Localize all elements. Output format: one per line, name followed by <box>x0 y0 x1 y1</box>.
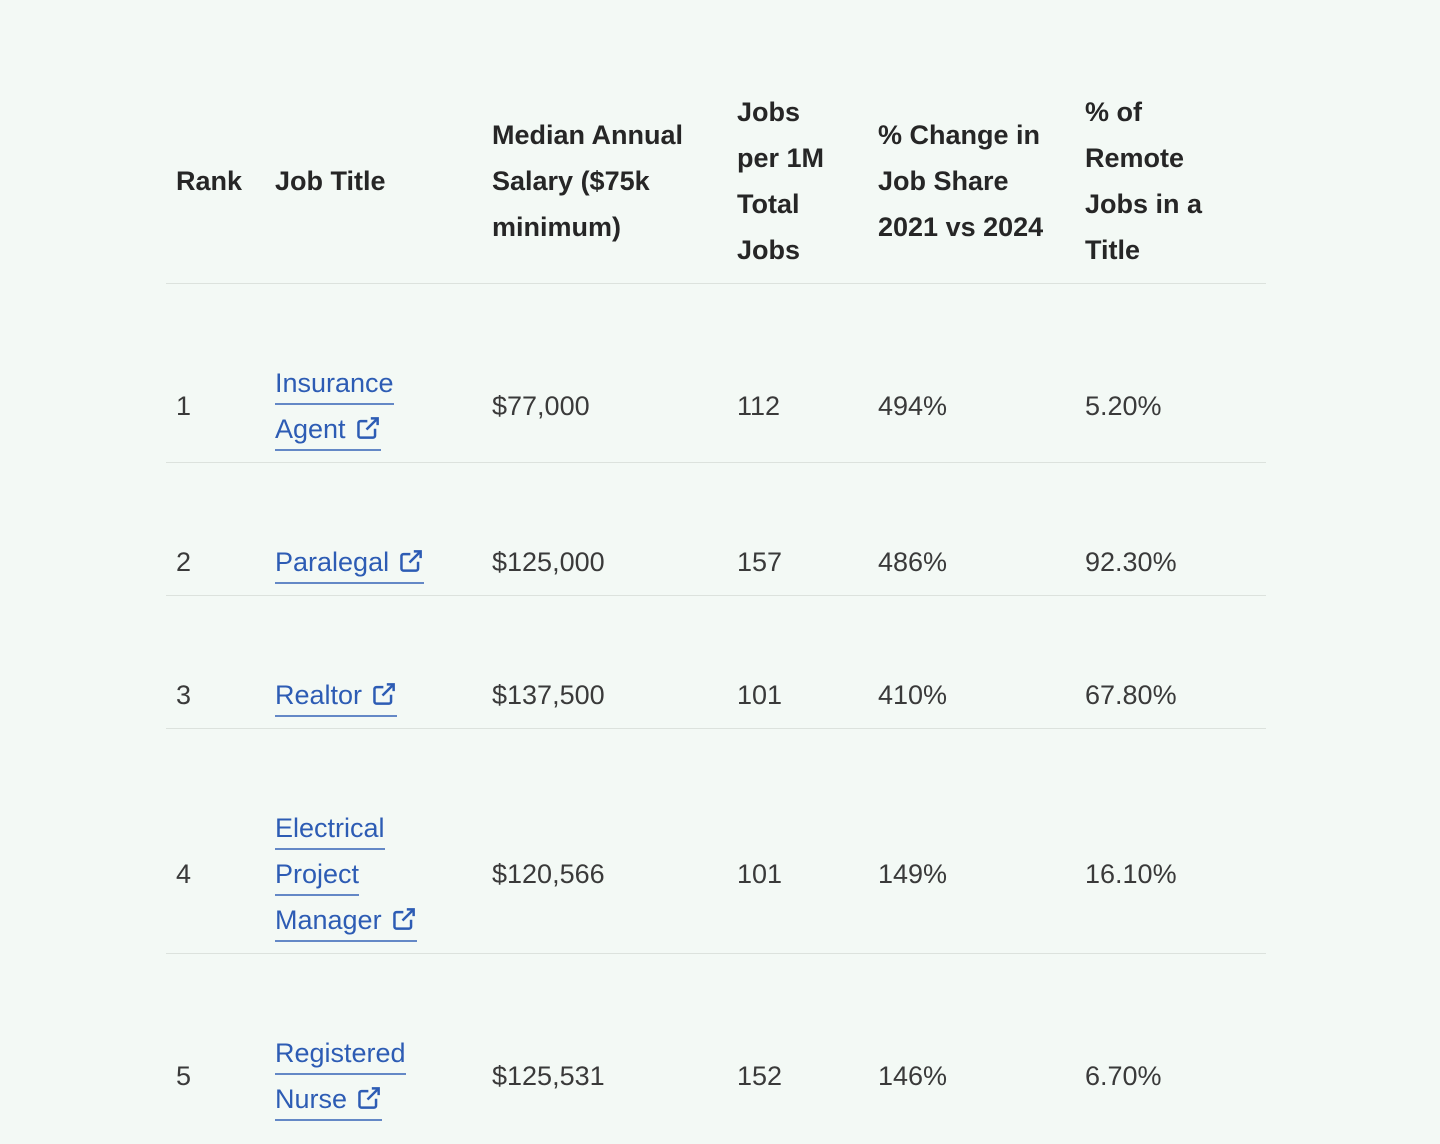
column-header-jobs-per-1m: Jobs per 1M Total Jobs <box>737 0 878 284</box>
jobs-per-1m-cell: 152 <box>737 1061 783 1091</box>
external-link-icon <box>392 908 415 930</box>
rank-cell: 4 <box>166 728 275 954</box>
remote-jobs-table: Rank Job Title Median Annual Salary ($75… <box>166 0 1266 1132</box>
pct-change-cell: 149% <box>878 728 1085 954</box>
column-header-median-salary: Median Annual Salary ($75k minimum) <box>492 0 737 284</box>
external-link-icon <box>356 417 379 439</box>
jobs-per-1m-cell: 157 <box>737 462 878 596</box>
salary-cell: $125,000 <box>492 462 737 596</box>
column-header-job-title: Job Title <box>275 0 492 284</box>
job-title-label: Registered Nurse <box>275 1038 406 1114</box>
pct-remote-cell: 92.30% <box>1085 462 1266 596</box>
job-title-cell: Electrical Project Manager <box>275 728 492 954</box>
job-title-label: Realtor <box>275 680 363 710</box>
table-row: 4 Electrical Project Manager $120,566 10… <box>166 728 1266 954</box>
job-title-cell: Registered Nurse <box>275 954 492 1133</box>
remote-jobs-table-section: Rank Job Title Median Annual Salary ($75… <box>166 0 1266 1132</box>
external-link-icon <box>373 683 395 705</box>
rank-cell: 1 <box>166 283 275 463</box>
table-row: 3 Realtor $137,500 101 410% 67.80% <box>166 595 1266 729</box>
table-row: 2 Paralegal $125,000 157 486% 92.30% <box>166 462 1266 596</box>
pct-remote-cell: 16.10% <box>1085 728 1266 954</box>
pct-change-cell: 410% <box>878 595 1085 729</box>
salary-cell: $120,566 <box>492 728 737 954</box>
jobs-per-1m-cell: 112 <box>737 283 878 463</box>
job-title-link[interactable]: Realtor <box>275 680 398 717</box>
pct-change-cell: 486% <box>878 462 1085 596</box>
pct-remote-cell: 5.20% <box>1085 283 1266 463</box>
jobs-per-1m-cell: 101 <box>737 728 878 954</box>
pct-remote-cell: 67.80% <box>1085 595 1266 729</box>
job-title-link[interactable]: Registered Nurse <box>275 1038 406 1121</box>
job-title-cell: Paralegal <box>275 462 492 596</box>
salary-cell: $137,500 <box>492 595 737 729</box>
job-title-link[interactable]: Electrical Project Manager <box>275 813 417 942</box>
salary-cell: $125,531 <box>492 1061 605 1091</box>
job-title-label: Paralegal <box>275 547 390 577</box>
job-title-cell: Insurance Agent <box>275 283 492 463</box>
column-header-pct-change: % Change in Job Share 2021 vs 2024 <box>878 0 1085 284</box>
jobs-per-1m-cell: 101 <box>737 595 878 729</box>
column-header-pct-remote: % of Remote Jobs in a Title <box>1085 0 1266 284</box>
job-title-link[interactable]: Insurance Agent <box>275 368 394 451</box>
job-title-link[interactable]: Paralegal <box>275 547 425 584</box>
table-header-row: Rank Job Title Median Annual Salary ($75… <box>166 0 1266 284</box>
pct-remote-cell: 6.70% <box>1085 1061 1162 1091</box>
job-title-cell: Realtor <box>275 595 492 729</box>
pct-change-cell: 494% <box>878 283 1085 463</box>
pct-change-cell: 146% <box>878 1061 948 1091</box>
table-row: 5 Registered Nurse $125,531 152 146% 6.7… <box>166 954 1266 1133</box>
job-title-label: Insurance Agent <box>275 368 394 444</box>
job-title-label: Electrical Project Manager <box>275 813 385 935</box>
table-row: 1 Insurance Agent $77,000 112 494% 5.20% <box>166 283 1266 463</box>
external-link-icon <box>400 550 422 572</box>
salary-cell: $77,000 <box>492 283 737 463</box>
rank-cell: 5 <box>176 1061 192 1091</box>
column-header-rank: Rank <box>166 0 275 284</box>
rank-cell: 2 <box>166 462 275 596</box>
external-link-icon <box>358 1087 380 1109</box>
rank-cell: 3 <box>166 595 275 729</box>
